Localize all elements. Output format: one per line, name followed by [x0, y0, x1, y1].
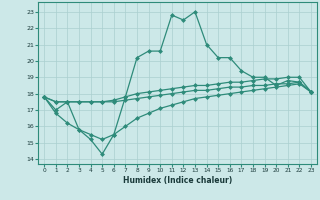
- X-axis label: Humidex (Indice chaleur): Humidex (Indice chaleur): [123, 176, 232, 185]
